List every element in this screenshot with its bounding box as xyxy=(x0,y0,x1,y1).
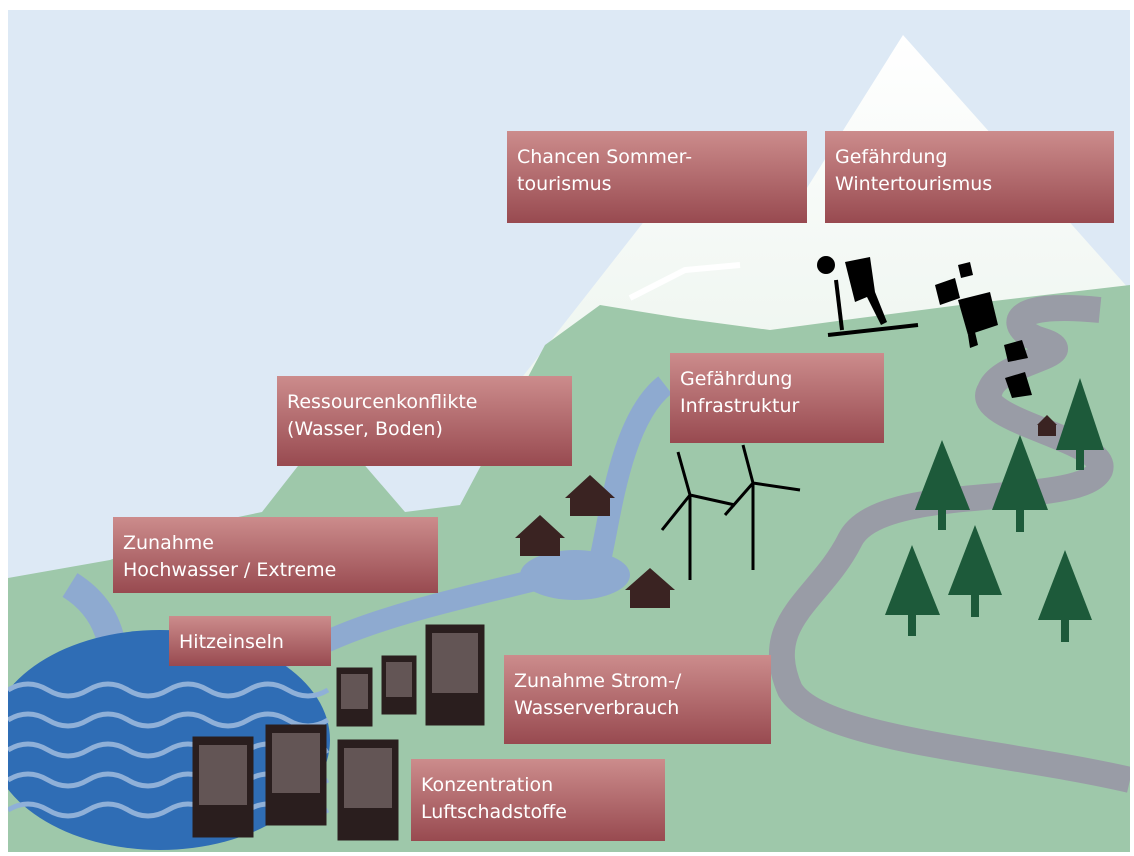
label-box: Hitzeinseln xyxy=(169,616,331,666)
label-box: Zunahme Hochwasser / Extreme xyxy=(113,517,438,593)
label-text: Wintertourismus xyxy=(835,173,992,195)
label-text: Ressourcenkonflikte xyxy=(287,391,477,413)
label-text: Hitzeinseln xyxy=(179,631,284,653)
label-text: Infrastruktur xyxy=(680,395,799,417)
label-text: Gefährdung xyxy=(835,146,947,168)
label-box: Zunahme Strom-/ Wasserverbrauch xyxy=(504,655,771,744)
label-box: Gefährdung Wintertourismus xyxy=(825,131,1114,223)
label-text: Luftschadstoffe xyxy=(421,801,567,823)
label-text: Zunahme Strom-/ xyxy=(514,670,682,692)
label-box: Chancen Sommer-tourismus xyxy=(507,131,807,223)
label-box: Konzentration Luftschadstoffe xyxy=(411,759,665,841)
label-box: Gefährdung Infrastruktur xyxy=(670,353,884,443)
label-text: tourismus xyxy=(517,173,612,195)
label-text: Chancen Sommer- xyxy=(517,146,692,168)
label-text: Zunahme xyxy=(123,532,214,554)
label-text: Konzentration xyxy=(421,774,553,796)
label-text: Wasserverbrauch xyxy=(514,697,679,719)
label-background xyxy=(411,759,665,841)
label-text: Gefährdung xyxy=(680,368,792,390)
label-text: (Wasser, Boden) xyxy=(287,418,443,440)
label-box: Ressourcenkonflikte (Wasser, Boden) xyxy=(277,376,572,466)
scene: Chancen Sommer-tourismus Gefährdung Winter… xyxy=(0,0,1134,856)
label-background xyxy=(113,517,438,593)
label-text: Hochwasser / Extreme xyxy=(123,559,336,581)
